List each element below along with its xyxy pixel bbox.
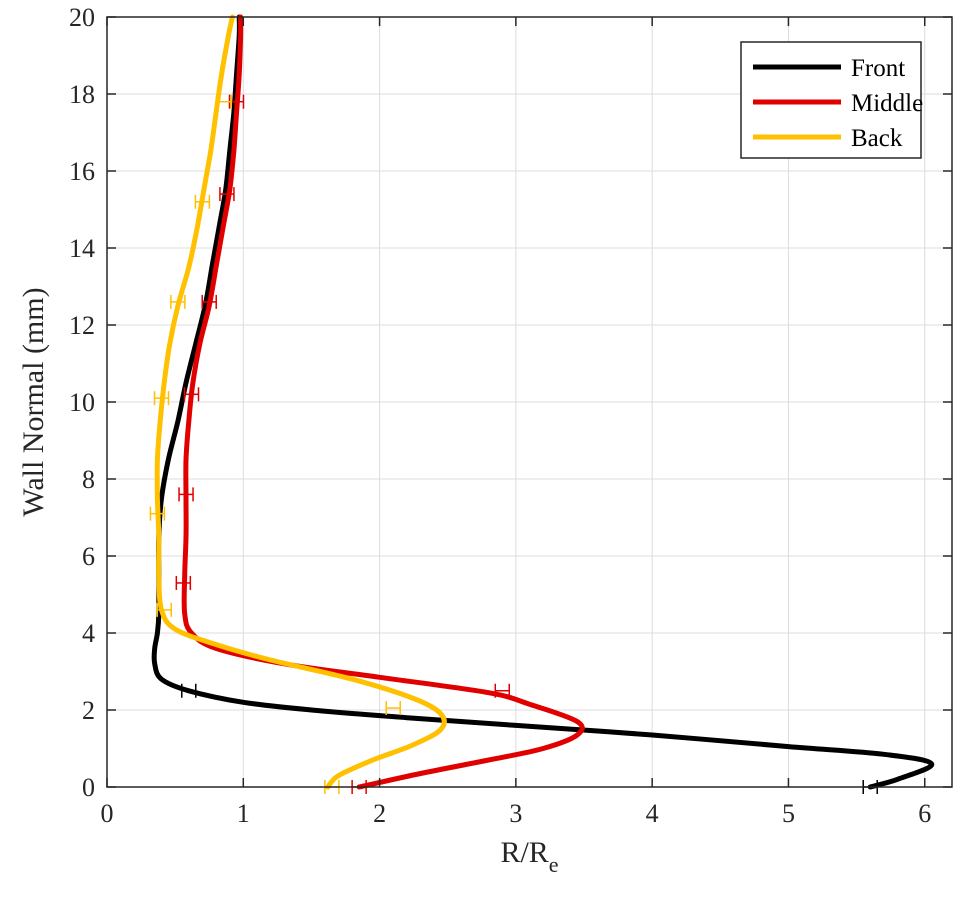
x-tick-labels: 0 1 2 3 4 5 6	[101, 799, 932, 828]
legend-label-front: Front	[851, 55, 905, 82]
error-marker-back	[216, 94, 232, 109]
error-marker-middle	[494, 683, 510, 698]
error-marker-middle	[175, 575, 192, 590]
legend-label-middle: Middle	[851, 90, 923, 117]
y-tick-label: 2	[82, 696, 95, 725]
y-tick-label: 20	[69, 3, 95, 32]
error-marker-back	[194, 194, 211, 209]
error-marker-back	[156, 602, 172, 617]
x-axis-title-subscript: e	[549, 852, 559, 877]
series-line-back	[154, 14, 447, 790]
y-tick-label: 14	[69, 234, 95, 263]
series-layer	[151, 14, 935, 790]
axis-ticks	[106, 16, 952, 788]
y-axis-title: Wall Normal (mm)	[17, 287, 50, 516]
error-marker-back	[149, 506, 166, 521]
x-tick-label: 1	[237, 799, 250, 828]
y-tick-label: 8	[82, 465, 95, 494]
error-marker-back	[385, 701, 401, 716]
y-tick-label: 4	[82, 619, 95, 648]
y-tick-label: 18	[69, 80, 95, 109]
y-tick-label: 0	[82, 773, 95, 802]
y-tick-labels: 0 2 4 6 8 10 12 14 16 18 20	[69, 3, 95, 802]
y-tick-label: 16	[69, 157, 95, 186]
error-marker-front	[181, 683, 197, 698]
grid	[107, 17, 952, 787]
legend: Front Middle Back	[740, 41, 923, 159]
y-tick-label: 6	[82, 542, 95, 571]
x-tick-label: 5	[782, 799, 795, 828]
x-tick-label: 3	[509, 799, 522, 828]
x-tick-label: 0	[101, 799, 114, 828]
x-tick-label: 4	[646, 799, 659, 828]
y-tick-label: 12	[69, 311, 95, 340]
error-marker-middle	[201, 294, 217, 309]
x-tick-label: 6	[918, 799, 931, 828]
error-marker-back	[170, 294, 186, 309]
series-line-middle	[181, 14, 585, 790]
x-axis-title-main: R/R	[500, 836, 548, 869]
error-marker-back	[153, 391, 170, 406]
error-marker-middle	[178, 487, 194, 502]
series-line-front	[151, 14, 935, 790]
legend-label-back: Back	[851, 125, 903, 152]
error-marker-middle	[183, 387, 200, 402]
x-tick-label: 2	[373, 799, 386, 828]
y-tick-label: 10	[69, 388, 95, 417]
error-marker-middle	[219, 187, 235, 202]
x-axis-title: R/Re	[500, 836, 558, 877]
